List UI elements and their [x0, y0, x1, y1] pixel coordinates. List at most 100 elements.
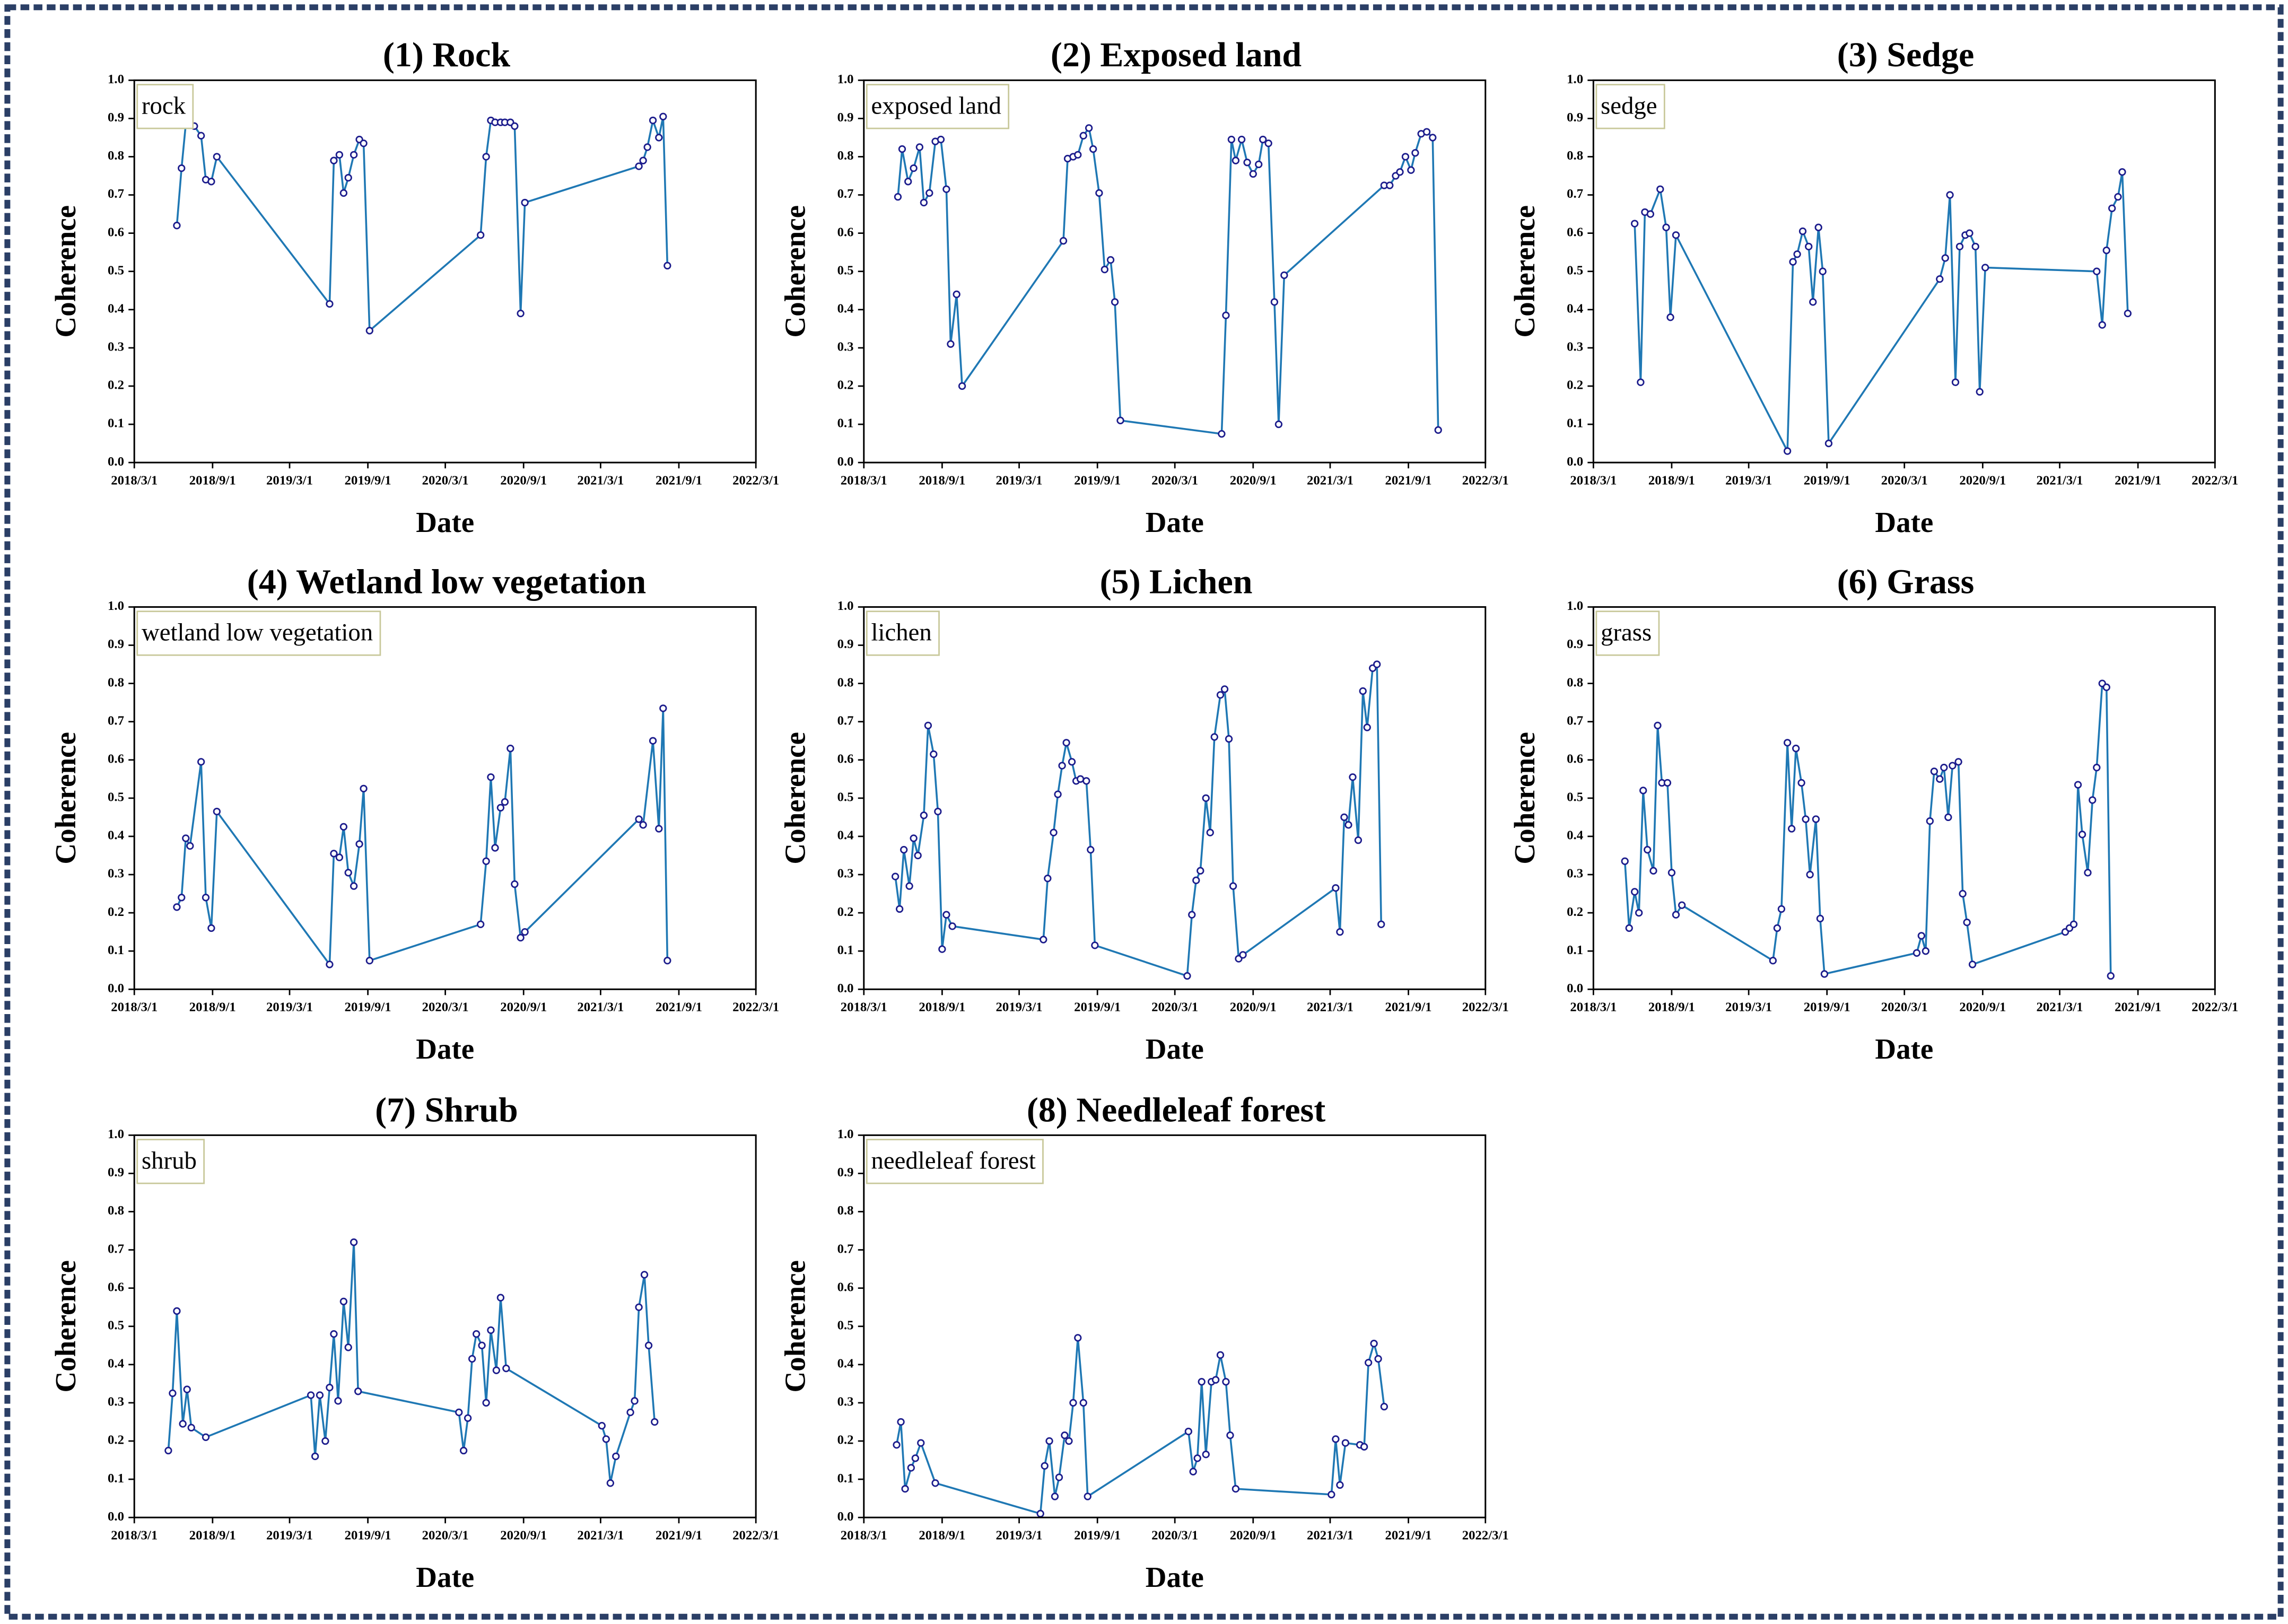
data-point — [1812, 815, 1820, 823]
data-point — [1663, 779, 1672, 787]
y-tick-label: 0.3 — [837, 340, 854, 354]
subplot: (7) Shrub Date Coherence 0.0 0.1 0.2 0.3 0.4 0.5… — [49, 1090, 779, 1593]
data-point — [626, 1408, 634, 1417]
data-point — [1055, 1473, 1063, 1481]
data-point — [207, 178, 215, 186]
data-point — [521, 198, 529, 207]
data-point — [473, 1330, 481, 1338]
data-point — [635, 815, 643, 823]
legend-label: sedge — [1601, 92, 1657, 119]
data-point — [1667, 869, 1676, 877]
data-point — [197, 758, 205, 766]
data-point — [2102, 246, 2110, 255]
x-tick-label: 2020/3/1 — [1151, 1529, 1198, 1543]
x-tick-label: 2018/3/1 — [111, 1000, 158, 1015]
data-point — [1183, 972, 1191, 980]
x-tick-label: 2021/3/1 — [577, 474, 624, 488]
y-tick-label: 0.8 — [837, 675, 854, 689]
x-tick-label: 2022/3/1 — [732, 474, 779, 488]
legend-label: rock — [142, 92, 186, 119]
x-tick-label: 2019/9/1 — [345, 1529, 391, 1543]
data-line — [167, 1242, 656, 1483]
x-axis-label: Date — [416, 1033, 474, 1065]
data-point — [1773, 924, 1782, 932]
data-point — [1336, 1481, 1344, 1489]
x-tick-label: 2020/9/1 — [500, 1529, 547, 1543]
data-point — [1955, 242, 1964, 251]
data-point — [1809, 298, 1817, 306]
data-point — [602, 1435, 610, 1443]
data-point — [511, 122, 519, 130]
y-tick-label: 0.5 — [108, 1318, 124, 1332]
data-point — [339, 823, 348, 831]
subplot: (2) Exposed land Date Coherence 0.0 0.1 0.2 0.… — [779, 36, 1509, 538]
x-tick-label: 2019/3/1 — [996, 1000, 1043, 1015]
y-tick-label: 0.7 — [837, 187, 854, 201]
data-point — [1407, 166, 1415, 174]
x-tick-label: 2020/3/1 — [1881, 474, 1928, 488]
plot-frame — [133, 79, 757, 464]
x-tick-label: 2020/9/1 — [1230, 1000, 1277, 1015]
y-tick-label: 0.0 — [837, 1509, 854, 1524]
subplot: (5) Lichen Date Coherence 0.0 0.1 0.2 0.3 0.4 0.… — [779, 562, 1509, 1065]
data-point — [663, 957, 671, 965]
x-tick-label: 2018/3/1 — [1570, 474, 1617, 488]
data-point — [1087, 846, 1095, 854]
data-point — [1341, 1439, 1350, 1447]
data-point — [492, 1366, 501, 1374]
data-point — [2098, 321, 2106, 329]
data-point — [1644, 846, 1652, 854]
data-point — [1079, 1399, 1087, 1407]
y-tick-label: 0.6 — [108, 1280, 124, 1294]
y-tick-label: 0.4 — [1567, 828, 1583, 843]
x-tick-label: 2018/9/1 — [189, 1000, 236, 1015]
x-tick-label: 2018/9/1 — [189, 1529, 236, 1543]
y-tick-label: 0.6 — [1567, 225, 1583, 239]
data-point — [942, 911, 950, 919]
data-point — [1336, 928, 1344, 936]
data-point — [1649, 867, 1657, 875]
data-point — [1349, 773, 1357, 781]
subplot-title: (5) Lichen — [1100, 562, 1253, 601]
x-axis-label: Date — [1146, 1033, 1204, 1065]
data-point — [659, 112, 667, 120]
data-point — [501, 798, 509, 806]
data-point — [1631, 888, 1639, 896]
x-tick-label: 2021/3/1 — [577, 1529, 624, 1543]
y-tick-label: 0.6 — [837, 1280, 854, 1294]
data-point — [1370, 1340, 1378, 1348]
y-tick-label: 1.0 — [837, 1127, 854, 1141]
y-tick-label: 0.4 — [837, 301, 854, 316]
data-point — [931, 1479, 939, 1487]
data-point — [173, 1307, 181, 1315]
data-point — [1374, 1355, 1382, 1363]
subplot-title: (7) Shrub — [375, 1090, 518, 1129]
data-point — [1777, 905, 1786, 913]
y-tick-label: 0.0 — [837, 981, 854, 996]
data-point — [365, 957, 373, 965]
data-point — [1237, 135, 1246, 144]
data-point — [1798, 227, 1807, 235]
data-point — [914, 851, 922, 860]
data-point — [1239, 951, 1247, 959]
x-tick-label: 2022/3/1 — [2191, 474, 2238, 488]
data-point — [1971, 242, 1979, 251]
data-point — [1332, 1435, 1340, 1443]
data-point — [1820, 970, 1829, 978]
y-tick-label: 0.4 — [108, 828, 124, 843]
data-point — [213, 153, 221, 161]
y-tick-label: 0.1 — [1567, 943, 1583, 957]
data-point — [187, 1424, 195, 1431]
data-point — [1232, 156, 1240, 164]
data-point — [1917, 932, 1925, 940]
plot-frame — [1592, 79, 2216, 464]
x-axis-label: Date — [1146, 1561, 1204, 1593]
y-tick-label: 0.8 — [1567, 149, 1583, 163]
data-point — [1045, 1437, 1053, 1445]
y-tick-label: 0.1 — [108, 943, 124, 957]
data-point — [1354, 836, 1363, 844]
data-point — [487, 1326, 495, 1334]
data-point — [344, 1343, 352, 1351]
data-point — [1188, 911, 1196, 919]
